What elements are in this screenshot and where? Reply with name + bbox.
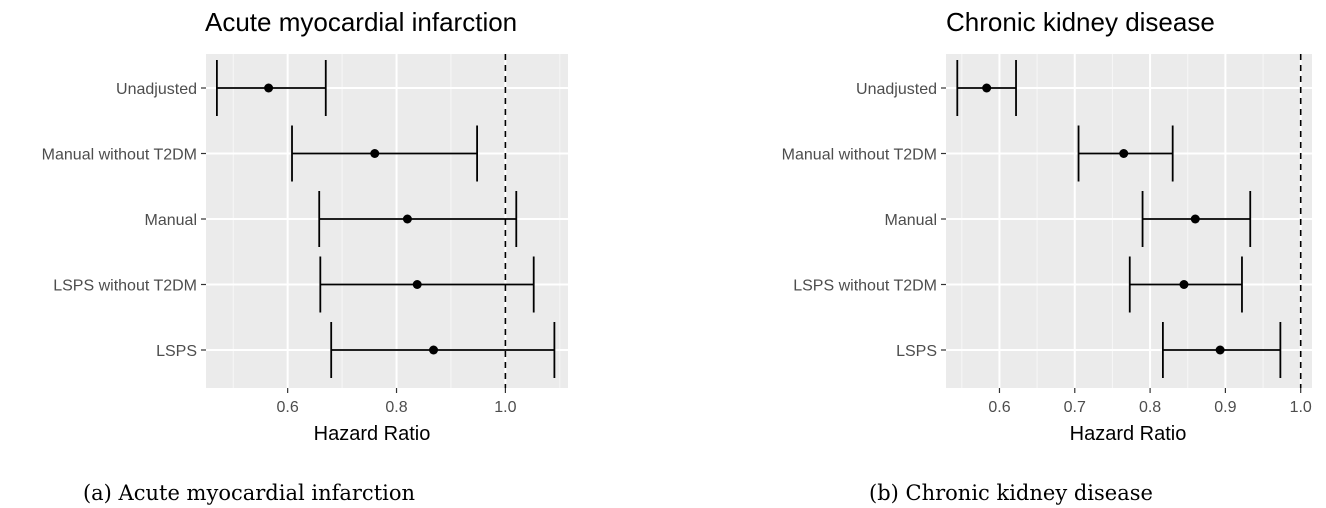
category-labels: Unadjusted Manual without T2DM Manual LSPS … <box>42 81 206 360</box>
category-label: LSPS <box>896 343 937 360</box>
category-label: Unadjusted <box>116 81 197 98</box>
x-tick-label: 0.6 <box>988 399 1010 416</box>
grid-lines <box>946 54 1312 388</box>
interval-marks <box>215 54 556 388</box>
estimate-point <box>429 345 439 355</box>
x-tick-label: 0.9 <box>1214 399 1236 416</box>
estimate-point <box>402 214 412 224</box>
category-label: Unadjusted <box>856 81 937 98</box>
figure-caption: (b) Chronic kidney disease <box>869 481 1153 505</box>
category-label: LSPS <box>156 343 197 360</box>
estimate-point <box>412 280 422 289</box>
x-axis-label: Hazard Ratio <box>1070 423 1187 445</box>
category-label: Manual without T2DM <box>42 147 197 164</box>
category-label: LSPS without T2DM <box>793 278 937 295</box>
estimate-point <box>1215 345 1225 355</box>
x-tick-label: 1.0 <box>1290 399 1312 416</box>
estimate-point <box>1190 214 1200 224</box>
x-axis-label: Hazard Ratio <box>314 423 431 445</box>
x-axis-ticks: 0.6 0.8 1.0 <box>277 388 517 416</box>
estimate-point <box>1179 280 1189 289</box>
estimate-point <box>982 83 992 93</box>
estimate-point <box>370 149 380 158</box>
x-tick-label: 0.7 <box>1064 399 1086 416</box>
category-label: Manual <box>145 212 197 229</box>
chart-title: Acute myocardial infarction <box>205 7 517 37</box>
interval-marks <box>956 54 1302 388</box>
plot-background <box>946 54 1312 388</box>
chart-title: Chronic kidney disease <box>946 7 1215 37</box>
category-label: Manual without T2DM <box>782 147 937 164</box>
category-label: LSPS without T2DM <box>53 278 197 295</box>
panel-acute-myocardial-infarction: Acute myocardial infarction Unadjusted Ma… <box>42 7 568 505</box>
x-tick-label: 0.6 <box>277 399 299 416</box>
x-tick-label: 0.8 <box>385 399 407 416</box>
panel-chronic-kidney-disease: Chronic kidney disease Unadjusted Manual … <box>782 7 1312 505</box>
estimate-point <box>264 83 274 93</box>
x-axis-ticks: 0.6 0.7 0.8 0.9 1.0 <box>988 388 1312 416</box>
estimate-point <box>1119 149 1129 158</box>
figure-caption: (a) Acute myocardial infarction <box>83 481 415 505</box>
category-label: Manual <box>885 212 937 229</box>
x-tick-label: 0.8 <box>1139 399 1161 416</box>
plot-background <box>206 54 568 388</box>
x-tick-label: 1.0 <box>494 399 516 416</box>
category-labels: Unadjusted Manual without T2DM Manual LSPS … <box>782 81 946 360</box>
